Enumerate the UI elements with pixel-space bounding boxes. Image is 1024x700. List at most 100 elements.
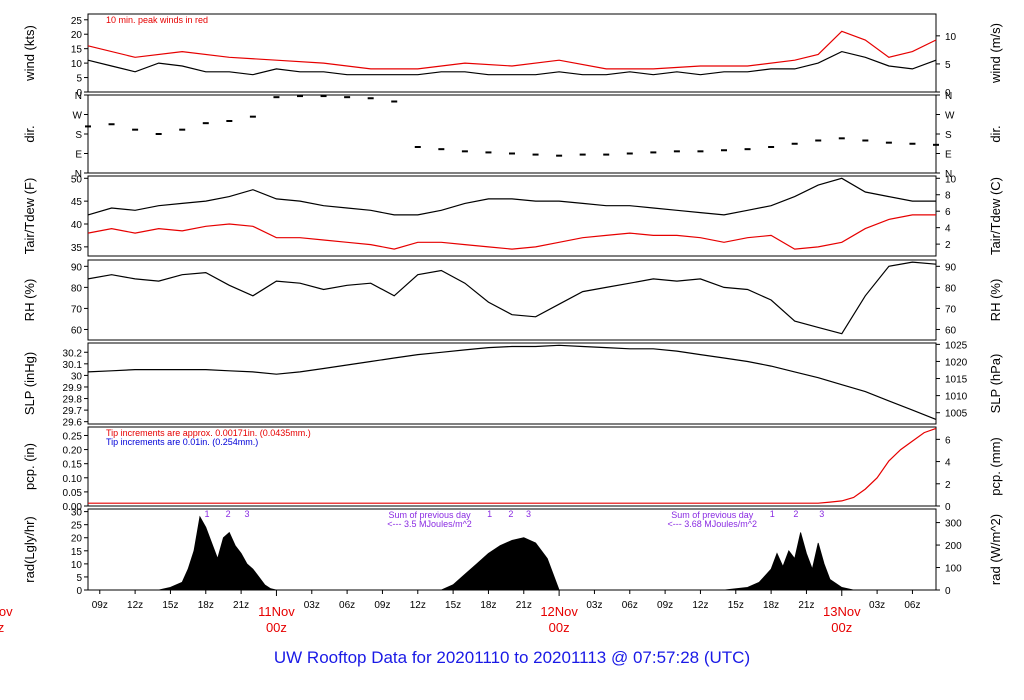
slp-ytick-right-label: 1020 [945,357,968,368]
pcp-ytick-label: 0.20 [63,446,83,457]
wind-series-1-line [87,30,937,70]
rh-ylabel: RH (%) [22,279,37,322]
figure-title: UW Rooftop Data for 20201110 to 20201113… [273,648,751,667]
dir-point [414,146,421,148]
rad-annotation-line2: <--- 3.5 MJoules/m^2 [387,519,472,529]
dir-point [626,152,633,155]
dir-point [367,97,374,100]
dir-point [650,151,657,154]
wind-ytick-label: 10 [71,59,83,70]
pcp-ytick-label: 0.10 [63,474,83,485]
x-tick-label: 03z [869,600,885,611]
dir-ytick-right-label: S [945,130,952,141]
rad-marker: 3 [244,509,249,519]
rh-panel-frame [87,259,937,341]
pcp-series-0-line [88,427,937,504]
temp-ytick-right-label: 6 [945,207,951,218]
x-tick-label: 21z [798,600,814,611]
pcp-annotation-red: Tip increments are approx. 0.00171in. (0… [106,428,311,438]
dir-point [155,133,162,135]
x-tick-label: 12z [410,600,426,611]
rh-ytick-label: 80 [71,283,83,294]
dir-point [85,125,91,128]
slp-ylabel-right: SLP (hPa) [988,354,1003,414]
x-tick-label: 15z [445,600,461,611]
dir-point [885,141,892,144]
x-day-label: 11Nov [258,604,295,619]
rad-ytick-label: 15 [71,547,83,558]
dir-point [697,150,704,153]
rad-marker: 2 [793,509,798,519]
x-day-label: 10Nov [0,604,13,619]
dir-point [249,115,256,118]
rh-series-0-line [87,261,937,335]
x-tick-label: 21z [516,600,532,611]
pcp-ytick-label: 0.05 [63,488,83,499]
dir-ytick-right-label: E [945,150,952,161]
dir-ytick-right-label: W [945,111,955,122]
dir-ytick-label: S [75,130,82,141]
dir-point [744,148,751,151]
temp-ytick-right-label: 2 [945,240,951,251]
x-day-z-label: 00z [549,620,570,635]
slp-ytick-label: 30.1 [63,360,83,371]
pcp-ytick-right-label: 6 [945,435,951,446]
dir-point [202,122,209,125]
dir-point [909,142,916,145]
rad-ytick-label: 10 [71,560,83,571]
temp-panel-frame [87,175,937,257]
slp-ytick-label: 30.2 [63,348,83,359]
pcp-annotation-blue: Tip increments are 0.01in. (0.254mm.) [106,437,258,447]
dir-ytick-label: W [73,111,83,122]
dir-point [179,128,186,131]
rad-annotation-line2: <--- 3.68 MJoules/m^2 [667,519,757,529]
wind-ytick-label: 15 [71,45,83,56]
temp-ytick-label: 35 [71,243,83,254]
slp-ytick-right-label: 1005 [945,409,968,420]
rh-ytick-right-label: 80 [945,283,957,294]
wind-ytick-label: 5 [76,74,82,85]
dir-point [297,95,303,98]
pcp-ylabel: pcp. (in) [22,443,37,490]
x-tick-label: 18z [480,600,496,611]
wind-ylabel-right: wind (m/s) [988,23,1003,84]
slp-ytick-right-label: 1010 [945,392,968,403]
rh-ytick-label: 70 [71,304,83,315]
temp-ytick-label: 40 [71,220,83,231]
dir-point [461,150,468,153]
dir-ytick-right-label: N [945,91,952,102]
dir-point [721,149,727,152]
dir-point [556,154,563,157]
dir-point [933,143,939,146]
dir-ytick-label: N [75,169,82,180]
wind-ytick-label: 25 [71,16,83,27]
dir-ylabel-right: dir. [988,125,1003,142]
x-tick-label: 15z [162,600,178,611]
rad-annotation-line1: Sum of previous day [671,510,754,520]
rad-marker: 2 [508,509,513,519]
slp-ytick-label: 29.9 [63,383,83,394]
rad-annotation-line1: Sum of previous day [389,510,472,520]
dir-point [838,137,845,140]
rh-ytick-label: 60 [71,325,83,336]
temp-ytick-right-label: 8 [945,191,951,202]
rh-ytick-right-label: 70 [945,304,957,315]
temp-ytick-label: 50 [71,174,83,185]
x-tick-label: 09z [657,600,673,611]
wind-ytick-right-label: 0 [945,88,951,99]
dir-point [791,142,798,145]
x-tick-label: 03z [304,600,320,611]
dir-point [815,139,822,142]
x-tick-label: 12z [692,600,708,611]
rad-marker: 1 [204,509,209,519]
pcp-ytick-right-label: 2 [945,480,951,491]
rad-marker: 2 [226,509,231,519]
temp-ylabel: Tair/Tdew (F) [22,178,37,255]
slp-panel-frame [87,342,937,425]
temp-series-0-line [87,177,936,216]
pcp-ytick-label: 0.25 [63,431,83,442]
dir-point [579,153,586,156]
rad-ytick-right-label: 200 [945,541,962,552]
dir-point [132,128,139,131]
rad-ytick-right-label: 100 [945,564,962,575]
